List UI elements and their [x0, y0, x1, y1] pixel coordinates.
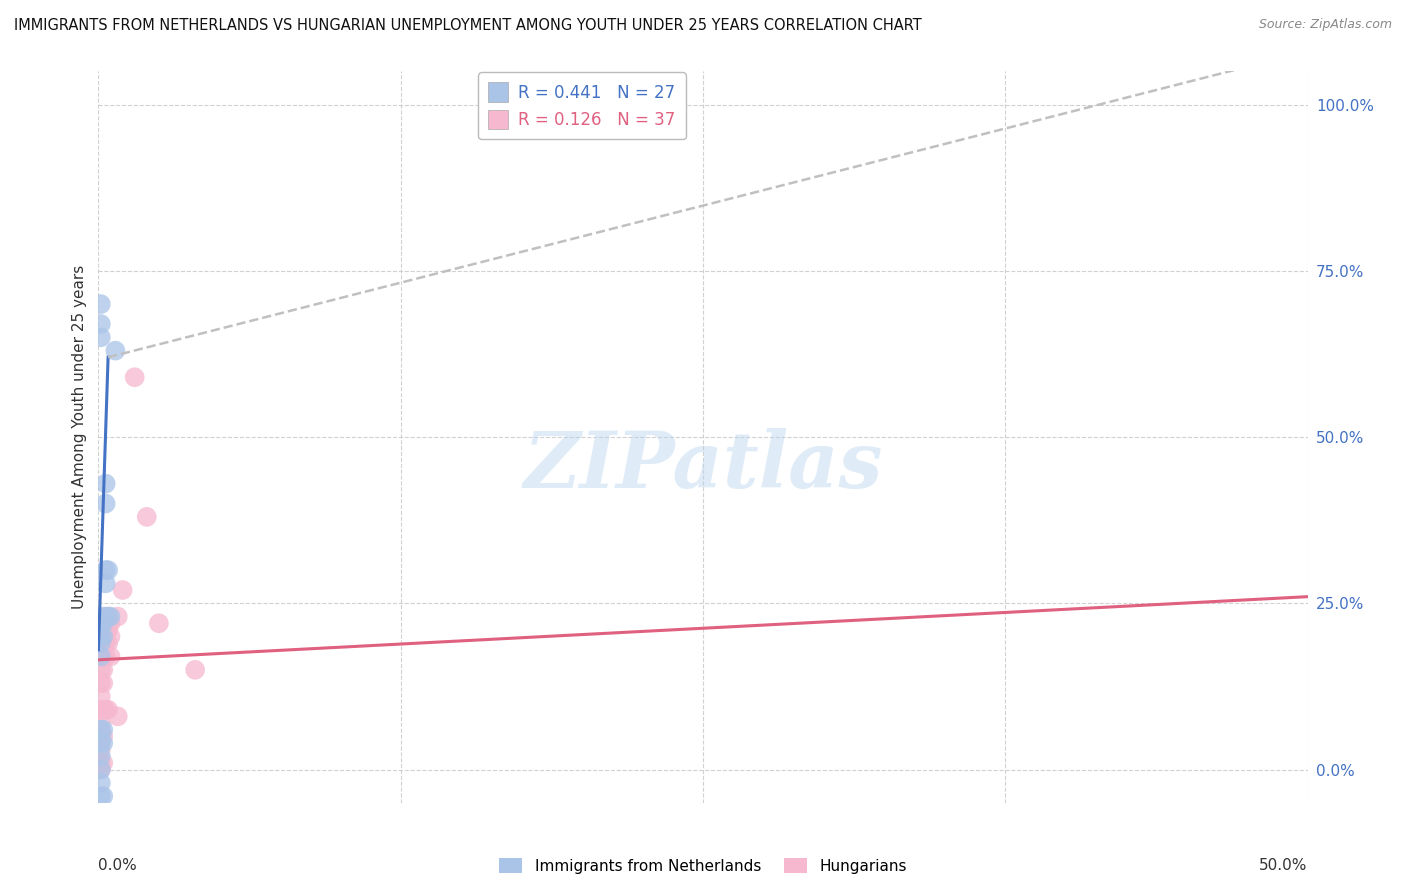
Point: [124, 370, 146, 384]
Point: [94, 576, 117, 591]
Text: ZIPatlas: ZIPatlas: [523, 428, 883, 505]
Point: [100, 609, 122, 624]
Point: [91, 703, 114, 717]
Legend: Immigrants from Netherlands, Hungarians: Immigrants from Netherlands, Hungarians: [494, 852, 912, 880]
Point: [90, 676, 112, 690]
Point: [148, 616, 170, 631]
Point: [90, 789, 112, 804]
Point: [91, 663, 114, 677]
Point: [91, 630, 114, 644]
Point: [97, 636, 120, 650]
Point: [94, 476, 117, 491]
Point: [91, 789, 114, 804]
Point: [90, 649, 112, 664]
Point: [97, 563, 120, 577]
Point: [107, 609, 129, 624]
Point: [90, 317, 112, 331]
Point: [91, 649, 114, 664]
Point: [90, 776, 112, 790]
Point: [90, 729, 112, 743]
Point: [94, 623, 117, 637]
Point: [97, 623, 120, 637]
Point: [91, 723, 114, 737]
Point: [90, 749, 112, 764]
Point: [91, 736, 114, 750]
Point: [90, 636, 112, 650]
Point: [91, 636, 114, 650]
Point: [90, 649, 112, 664]
Point: [94, 636, 117, 650]
Point: [100, 616, 122, 631]
Point: [90, 742, 112, 756]
Point: [91, 756, 114, 770]
Legend: R = 0.441   N = 27, R = 0.126   N = 37: R = 0.441 N = 27, R = 0.126 N = 37: [478, 72, 686, 139]
Point: [94, 497, 117, 511]
Point: [90, 616, 112, 631]
Point: [90, 763, 112, 777]
Point: [91, 676, 114, 690]
Point: [91, 609, 114, 624]
Point: [91, 729, 114, 743]
Point: [94, 609, 117, 624]
Point: [91, 623, 114, 637]
Point: [97, 703, 120, 717]
Point: [94, 649, 117, 664]
Point: [90, 663, 112, 677]
Point: [100, 630, 122, 644]
Point: [94, 563, 117, 577]
Point: [90, 297, 112, 311]
Text: 0.0%: 0.0%: [98, 858, 138, 872]
Point: [90, 330, 112, 344]
Text: Source: ZipAtlas.com: Source: ZipAtlas.com: [1258, 18, 1392, 31]
Text: IMMIGRANTS FROM NETHERLANDS VS HUNGARIAN UNEMPLOYMENT AMONG YOUTH UNDER 25 YEARS: IMMIGRANTS FROM NETHERLANDS VS HUNGARIAN…: [14, 18, 922, 33]
Point: [90, 703, 112, 717]
Point: [90, 716, 112, 731]
Point: [90, 690, 112, 704]
Point: [94, 703, 117, 717]
Y-axis label: Unemployment Among Youth under 25 years: Unemployment Among Youth under 25 years: [72, 265, 87, 609]
Point: [90, 763, 112, 777]
Point: [90, 723, 112, 737]
Point: [100, 649, 122, 664]
Point: [90, 756, 112, 770]
Point: [111, 582, 134, 597]
Point: [97, 609, 120, 624]
Text: 50.0%: 50.0%: [1260, 858, 1308, 872]
Point: [107, 709, 129, 723]
Point: [184, 663, 207, 677]
Point: [104, 343, 127, 358]
Point: [91, 616, 114, 631]
Point: [90, 736, 112, 750]
Point: [90, 630, 112, 644]
Point: [135, 509, 157, 524]
Point: [97, 609, 120, 624]
